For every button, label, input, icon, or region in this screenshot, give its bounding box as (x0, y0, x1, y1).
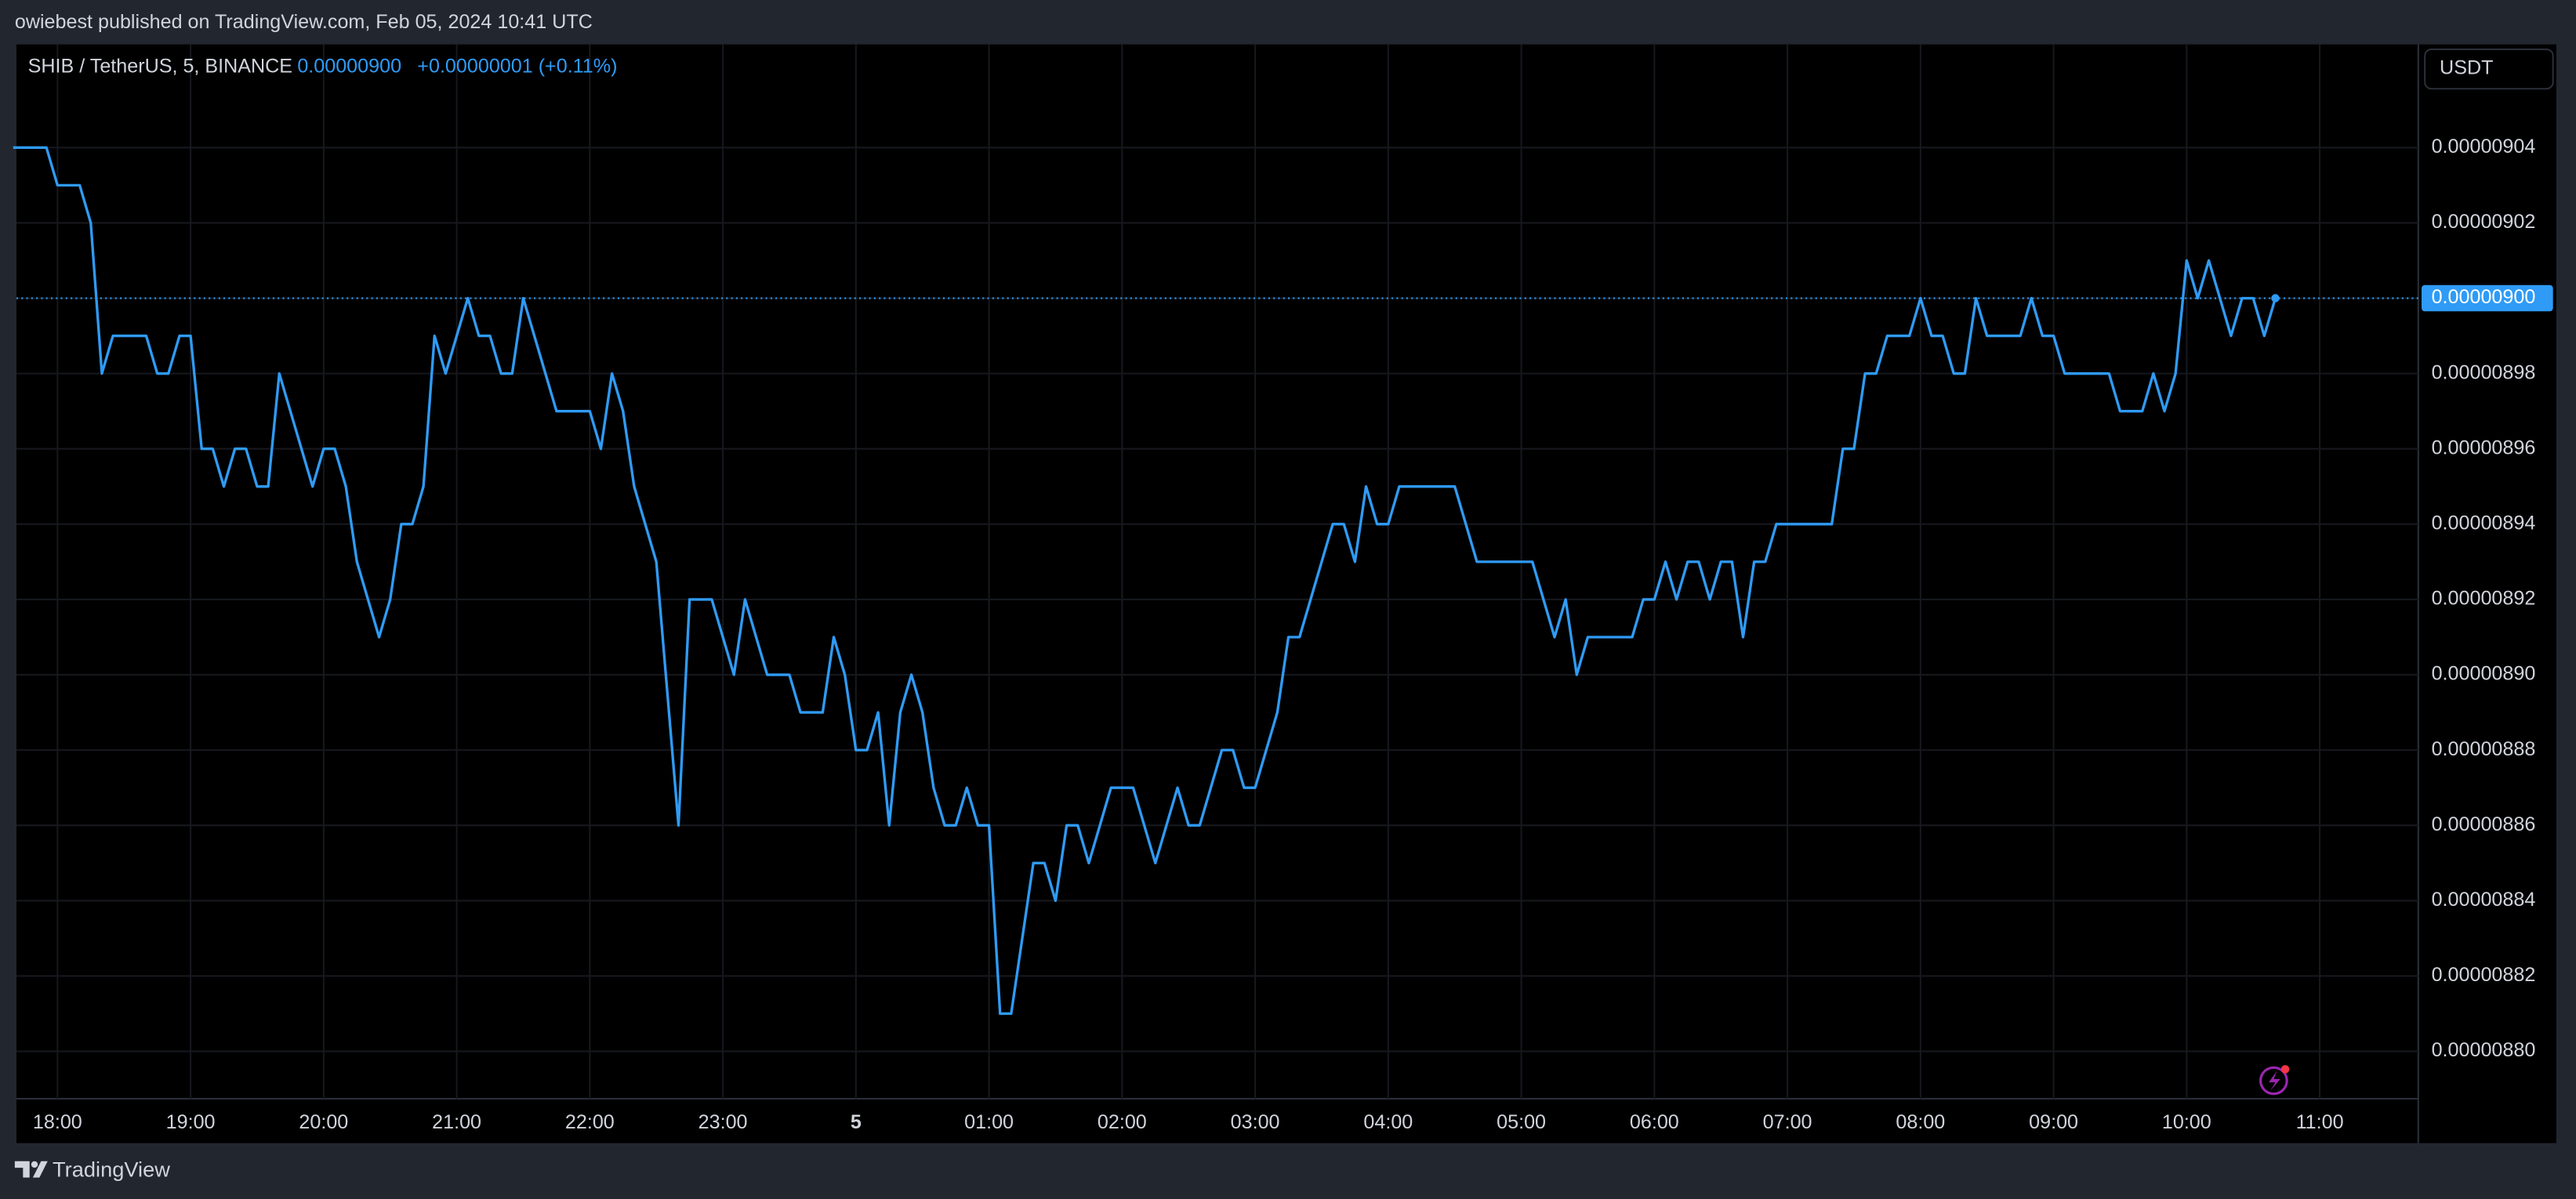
x-tick-label: 08:00 (1896, 1111, 1945, 1133)
x-tick-label: 5 (851, 1111, 862, 1133)
y-tick-label: 0.00000898 (2432, 361, 2536, 383)
y-tick-label: 0.00000880 (2432, 1039, 2536, 1061)
x-tick-label: 22:00 (565, 1111, 615, 1133)
currency-button[interactable] (2424, 48, 2554, 90)
x-tick-label: 03:00 (1231, 1111, 1280, 1133)
x-tick-label: 10:00 (2162, 1111, 2211, 1133)
y-tick-label: 0.00000886 (2432, 813, 2536, 835)
y-tick-label: 0.00000882 (2432, 964, 2536, 986)
y-tick-label: 0.00000888 (2432, 738, 2536, 760)
footer-logo (14, 1161, 48, 1178)
last-point (2271, 294, 2280, 302)
x-tick-label: 02:00 (1098, 1111, 1147, 1133)
last-price-label: 0.00000900 (2432, 286, 2536, 308)
x-tick-label: 04:00 (1363, 1111, 1413, 1133)
x-tick-label: 01:00 (964, 1111, 1014, 1133)
price-line (13, 146, 2277, 1016)
x-tick-label: 19:00 (166, 1111, 216, 1133)
publish-info: owiebest published on TradingView.com, F… (15, 11, 593, 33)
x-tick-label: 07:00 (1763, 1111, 1812, 1133)
x-tick-label: 06:00 (1630, 1111, 1679, 1133)
footer-brand: TradingView (53, 1157, 170, 1181)
x-tick-label: 18:00 (33, 1111, 82, 1133)
y-tick-label: 0.00000896 (2432, 436, 2536, 458)
y-tick-label: 0.00000890 (2432, 663, 2536, 685)
x-tick-label: 09:00 (2029, 1111, 2078, 1133)
symbol-title: SHIB / TetherUS, 5, BINANCE (28, 56, 292, 78)
header-price: 0.00000900 (297, 56, 401, 78)
currency[interactable]: USDT (2440, 57, 2493, 79)
header-change: +0.00000001 (+0.11%) (417, 56, 617, 78)
grid (16, 44, 2418, 1099)
y-tick-label: 0.00000884 (2432, 889, 2536, 911)
x-tick-label: 11:00 (2296, 1111, 2344, 1133)
x-tick-label: 20:00 (299, 1111, 348, 1133)
lightning-icon (2259, 1065, 2290, 1096)
last-price-box (2422, 284, 2553, 312)
x-tick-label: 05:00 (1497, 1111, 1546, 1133)
x-tick-label: 23:00 (698, 1111, 748, 1133)
chart-area (16, 44, 2556, 1143)
x-tick-label: 21:00 (432, 1111, 481, 1133)
y-tick-label: 0.00000894 (2432, 512, 2536, 534)
y-tick-label: 0.00000904 (2432, 136, 2536, 158)
y-tick-label: 0.00000892 (2432, 588, 2536, 610)
y-tick-label: 0.00000902 (2432, 211, 2536, 233)
